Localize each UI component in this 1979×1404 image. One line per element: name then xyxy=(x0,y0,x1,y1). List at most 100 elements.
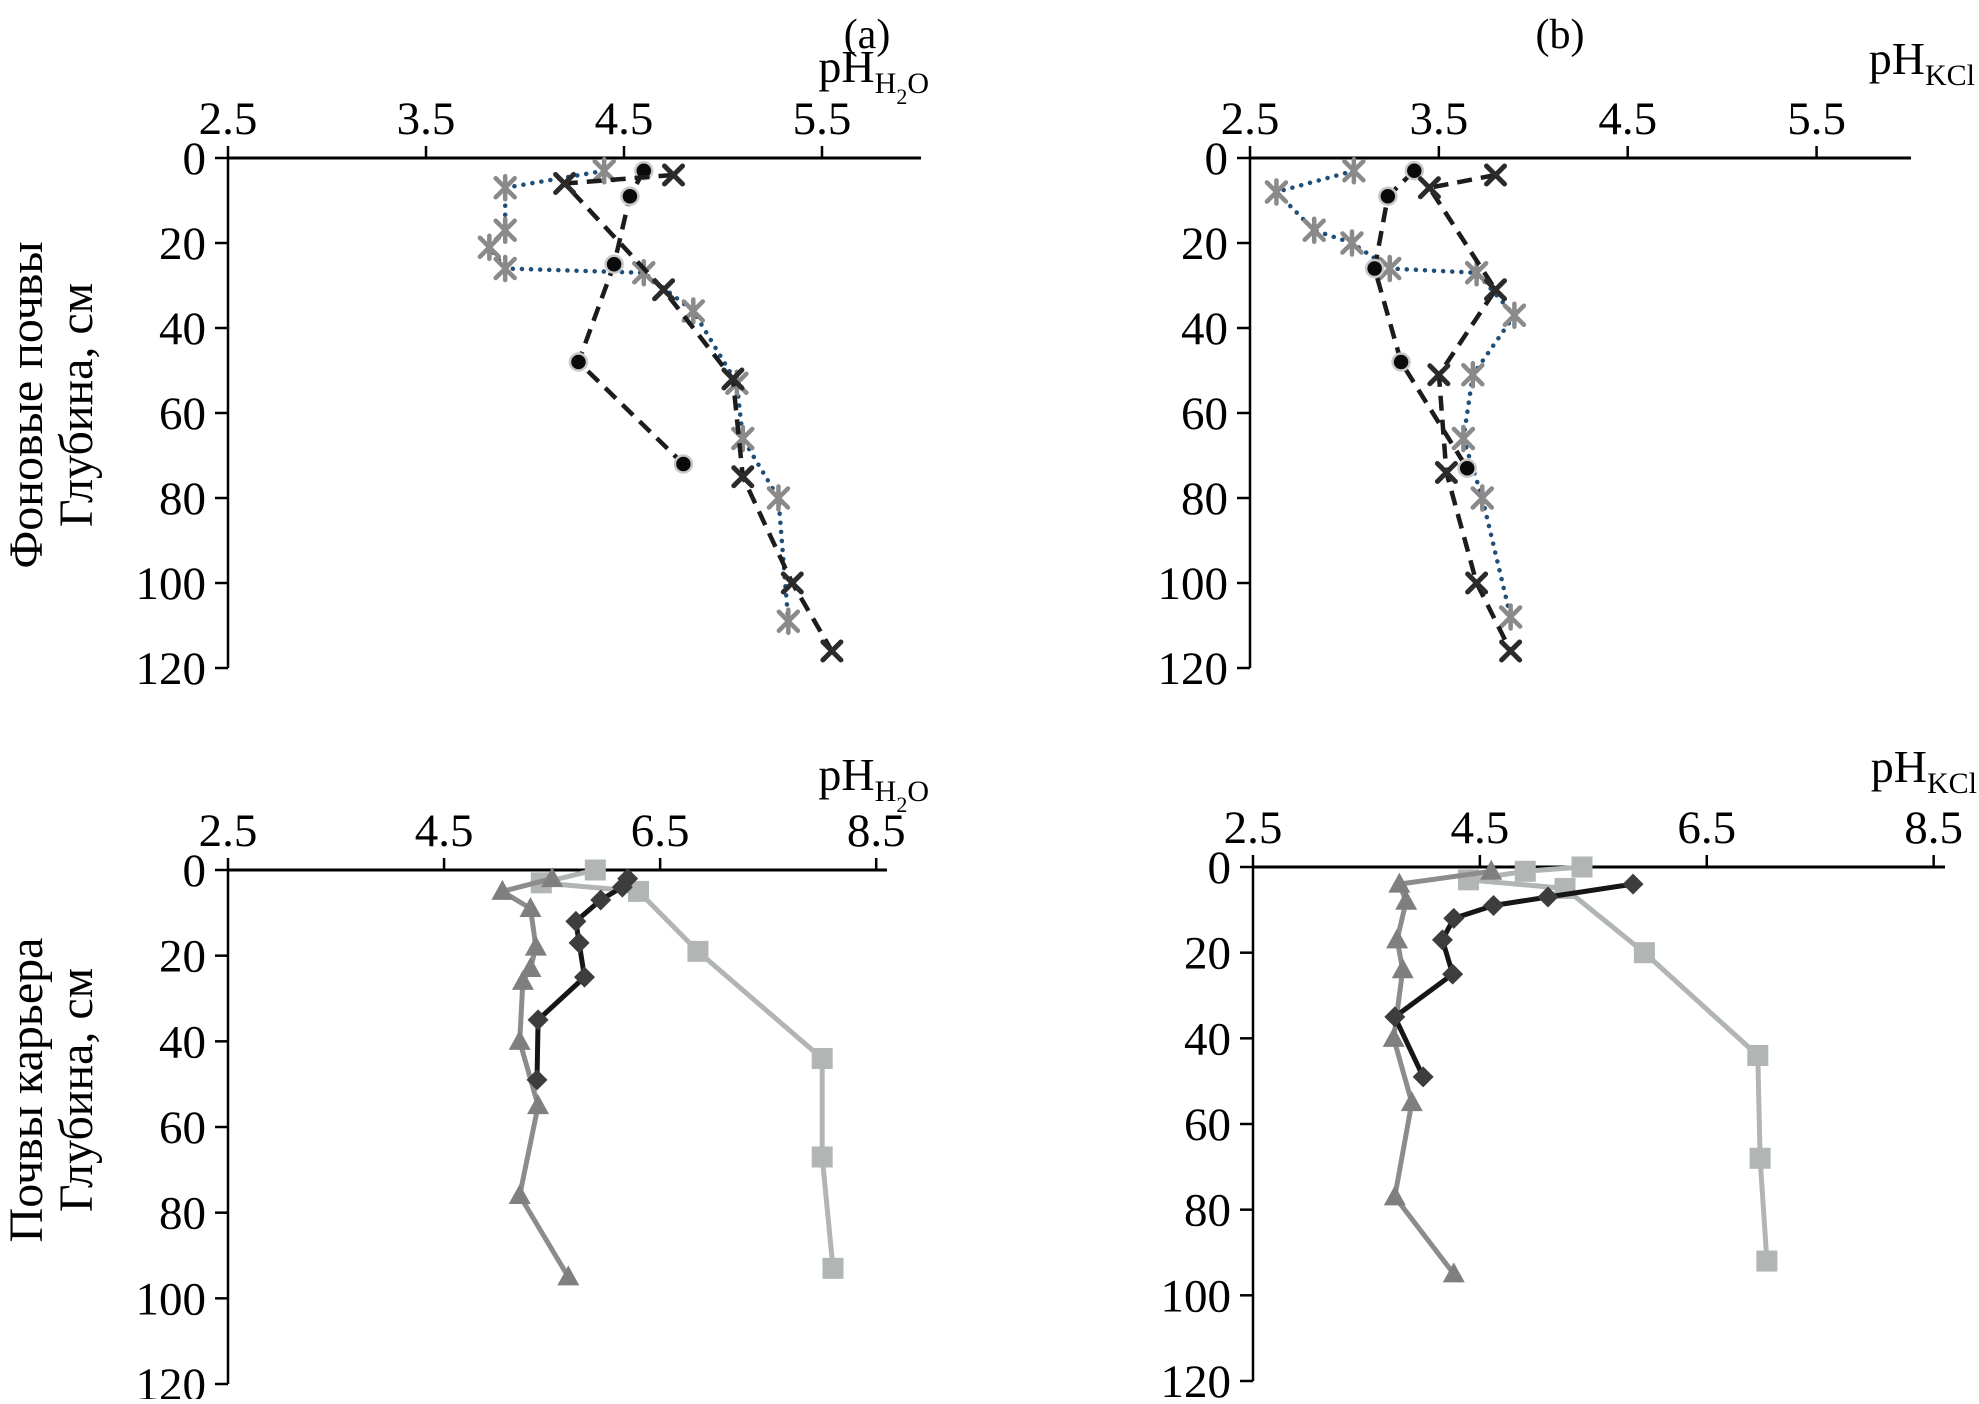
x-marker xyxy=(662,163,685,187)
x-tick-label: 2.5 xyxy=(1224,802,1283,854)
x-tick-label: 2.5 xyxy=(199,805,258,857)
y-tick-label: 40 xyxy=(159,303,206,355)
y-tick-label: 40 xyxy=(159,1016,206,1068)
asterisk-marker xyxy=(1264,178,1289,206)
diamond-marker xyxy=(1412,1066,1434,1088)
y-tick-label: 60 xyxy=(159,1102,206,1154)
x-marker xyxy=(1499,639,1523,663)
y-tick-label: 20 xyxy=(159,218,206,270)
y-tick-label: 80 xyxy=(1184,1185,1231,1237)
x-tick-label: 2.5 xyxy=(199,93,258,145)
y-tick-label: 0 xyxy=(183,845,207,897)
diamond-marker xyxy=(565,910,587,932)
triangle-marker xyxy=(524,935,547,956)
triangle-marker xyxy=(1480,859,1503,880)
asterisk-marker xyxy=(592,157,616,185)
triangle-marker xyxy=(1395,889,1418,910)
square-marker xyxy=(1514,860,1536,882)
panel-letter-a: (a) xyxy=(844,12,891,58)
x-tick-label: 4.5 xyxy=(415,805,474,857)
triangle-marker xyxy=(1442,1262,1465,1283)
square-marker xyxy=(1749,1147,1771,1169)
x-tick-label: 2.5 xyxy=(1221,93,1280,145)
asterisk-marker xyxy=(766,484,791,512)
circle-marker xyxy=(620,186,640,206)
x-marker xyxy=(1465,571,1489,595)
y-tick-label: 100 xyxy=(1161,1270,1232,1322)
series-background-profile-1-circle xyxy=(568,161,694,474)
x-tick-label: 6.5 xyxy=(1677,802,1736,854)
y-tick-label: 100 xyxy=(136,558,207,610)
y-tick-label: 20 xyxy=(1184,928,1231,980)
y-tick-label: 120 xyxy=(1161,1356,1232,1399)
x-tick-label: 3.5 xyxy=(397,93,456,145)
y-tick-label: 120 xyxy=(136,643,207,695)
diamond-marker xyxy=(568,932,590,954)
triangle-marker xyxy=(519,897,542,918)
square-marker xyxy=(811,1047,833,1069)
y-tick-label: 80 xyxy=(1181,473,1228,525)
x-tick-label: 8.5 xyxy=(847,805,906,857)
diamond-marker xyxy=(1442,963,1464,985)
chart-c: 2.5 4.5 6.5 8.5 0 20 40 60 80 100 120 pHH2O xyxy=(136,749,930,1404)
x-marker xyxy=(780,571,804,595)
asterisk-marker xyxy=(1461,361,1485,389)
y-tick-label: 0 xyxy=(1205,133,1229,185)
x-tick-label: 8.5 xyxy=(1904,802,1963,854)
diamond-marker xyxy=(1431,929,1453,951)
circle-marker xyxy=(1364,258,1385,279)
y-tick-label: 60 xyxy=(1184,1099,1231,1151)
diamond-marker xyxy=(1622,873,1644,895)
x-marker xyxy=(652,278,676,302)
circle-marker xyxy=(1391,352,1411,372)
x-tick-label: 4.5 xyxy=(1451,802,1510,854)
circle-marker xyxy=(1457,458,1477,478)
square-marker xyxy=(1633,942,1655,964)
y-tick-label: 60 xyxy=(159,388,206,440)
chart-b: 2.5 3.5 4.5 5.5 0 20 40 60 80 100 120 (b) pHKCl xyxy=(1158,12,1976,695)
triangle-marker xyxy=(508,1184,531,1205)
series-quarry-profile-1-triangle xyxy=(491,867,580,1286)
triangle-marker xyxy=(557,1265,580,1286)
asterisk-marker xyxy=(776,607,801,635)
y-tick-label: 80 xyxy=(159,473,206,525)
series-background-profile-3-asterisk xyxy=(1264,157,1527,631)
x-marker xyxy=(1484,163,1508,187)
triangle-marker xyxy=(1383,1185,1406,1206)
asterisk-marker xyxy=(493,254,517,283)
x-marker xyxy=(820,639,844,663)
y-tick-label: 120 xyxy=(136,1359,207,1399)
square-marker xyxy=(1756,1250,1778,1272)
series-background-profile-1-circle xyxy=(1364,161,1477,478)
asterisk-marker xyxy=(1498,603,1523,631)
square-marker xyxy=(811,1146,833,1168)
triangle-marker xyxy=(491,879,514,900)
x-marker xyxy=(1434,461,1458,484)
circle-marker xyxy=(604,254,624,274)
asterisk-marker xyxy=(1502,301,1527,329)
square-marker xyxy=(822,1257,844,1279)
x-axis-title: pHKCl xyxy=(1871,741,1977,800)
y-tick-label: 60 xyxy=(1181,388,1228,440)
y-tick-label: 0 xyxy=(1208,842,1232,894)
series-line xyxy=(1372,169,1470,470)
diamond-marker xyxy=(1443,907,1465,929)
x-tick-label: 6.5 xyxy=(631,805,690,857)
triangle-marker xyxy=(1400,1091,1423,1112)
x-marker xyxy=(1417,176,1441,200)
x-marker xyxy=(1484,278,1508,302)
diamond-marker xyxy=(526,1069,548,1091)
asterisk-marker xyxy=(1451,424,1476,453)
triangle-marker xyxy=(527,1094,550,1115)
y-tick-label: 0 xyxy=(183,133,207,185)
asterisk-marker xyxy=(1302,216,1326,244)
series-quarry-profile-2-diamond xyxy=(526,868,639,1091)
series-line xyxy=(538,867,836,1269)
square-marker xyxy=(628,880,650,902)
asterisk-marker xyxy=(493,174,517,202)
triangle-marker xyxy=(511,969,534,990)
x-axis-title: pHH2O xyxy=(818,41,929,109)
circle-marker xyxy=(1404,161,1425,181)
